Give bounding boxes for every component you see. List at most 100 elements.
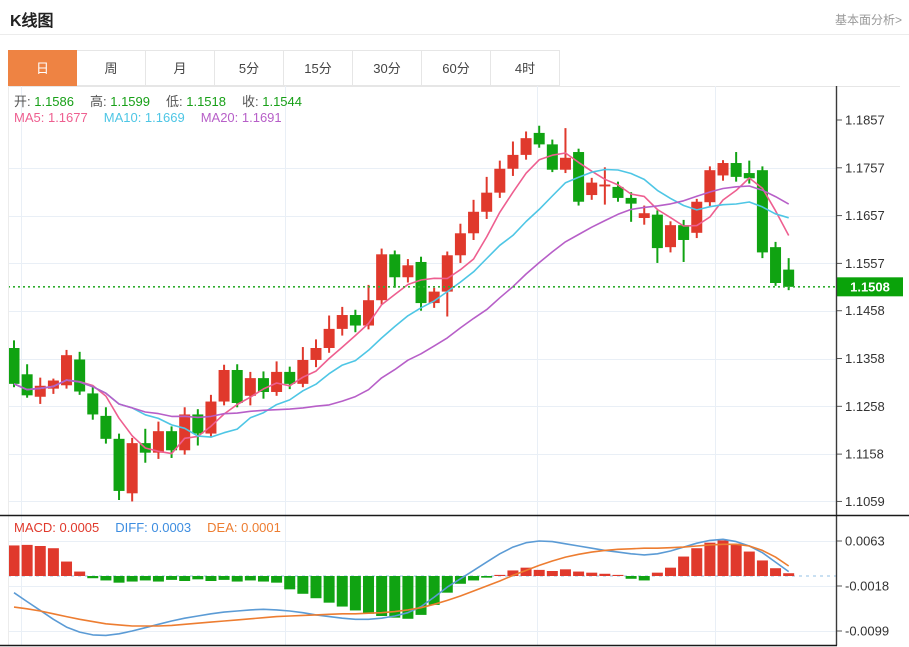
macd-histogram [8,540,795,619]
macd-bar [533,569,545,576]
candle-body [284,371,296,384]
macd-bar [323,576,335,603]
macd-bar [34,545,46,576]
ma10-line [13,168,789,438]
macd-bar [47,548,59,576]
candle-body [34,385,46,397]
fundamental-analysis-link[interactable]: 基本面分析> [834,13,902,27]
page-header: K线图 基本面分析> [0,0,909,35]
candle-body [481,192,493,212]
candle-body [152,431,164,453]
candle-body [546,144,558,170]
macd-bar [691,548,703,576]
candle-body [166,431,178,451]
candle-body [533,132,545,145]
candle-body [770,247,782,283]
macd-bar [21,544,33,576]
candle-body [47,380,59,389]
candle-body [74,359,86,392]
macd-bar [415,576,427,615]
candle-body [363,300,375,326]
price-axis-label: 1.1757 [845,160,885,175]
candle-body [520,138,532,155]
tab-60分[interactable]: 60分 [422,50,491,86]
tab-日[interactable]: 日 [8,50,77,86]
candle-body [179,414,191,451]
candle-body [454,233,466,256]
current-price-value: 1.1508 [850,279,890,294]
tab-15分[interactable]: 15分 [284,50,353,86]
macd-bar [599,573,611,576]
macd-bar [651,572,663,576]
macd-bar [310,576,322,599]
candle-body [717,163,729,176]
macd-bar [494,574,506,576]
price-axis-label: 1.1059 [845,494,885,509]
macd-bar [61,561,73,576]
candle-body [651,214,663,249]
macd-bar [546,570,558,576]
tab-月[interactable]: 月 [146,50,215,86]
price-axis-label: 1.1857 [845,113,885,128]
price-axis-label: 1.1657 [845,208,885,223]
candle-body [586,182,598,196]
macd-bar [625,576,637,579]
macd-bar [507,570,519,576]
candle-body [638,213,650,218]
macd-bar [113,576,125,583]
candle-body [349,315,361,326]
macd-bar [389,576,401,618]
timeframe-tabbar: 日周月 5分 15分 30分 60分 4时 [8,50,900,87]
candle-body [704,170,716,203]
tab-5分[interactable]: 5分 [215,50,284,86]
macd-bar [349,576,361,611]
macd-bar [468,576,480,581]
dea-line [13,543,790,627]
candle-body [87,393,99,415]
macd-bar [756,560,768,576]
macd-bar [166,576,178,580]
page-title: K线图 [10,13,54,30]
macd-bar [481,576,493,578]
candle-body [192,414,204,434]
macd-bar [87,576,99,579]
candle-body [625,197,637,204]
macd-bar [665,567,676,576]
ma5-line [13,152,790,455]
candle-body [205,401,217,434]
current-price-badge: 1.1508 [837,277,903,297]
candle-body [468,211,480,234]
candle-body [691,201,703,233]
macd-bar [336,576,348,607]
tab-4时[interactable]: 4时 [491,50,560,86]
candle-body [743,173,755,179]
candle-body [231,369,243,403]
candle-body [428,291,440,304]
tab-周[interactable]: 周 [77,50,146,86]
macd-bar [100,576,112,581]
candle-body [244,378,256,396]
candle-body [507,154,519,169]
diff-line [13,538,790,637]
macd-bar [376,576,388,617]
macd-bar [271,576,283,583]
macd-bar [730,543,742,576]
macd-bar [139,576,151,581]
price-axis-label: 1.1158 [845,447,884,462]
macd-bar [783,573,795,576]
candle-body [756,170,768,253]
macd-bar [704,542,716,576]
candle-body [441,255,453,292]
tab-30分[interactable]: 30分 [353,50,422,86]
candle-body [376,254,388,301]
price-axis-label: 1.1557 [845,256,885,271]
chart-frame [0,86,909,647]
candle-body [730,163,742,177]
candle-body [415,261,427,304]
candle-body [599,184,611,187]
macd-bar [454,576,466,584]
macd-axis-label: 0.0063 [845,533,885,548]
macd-bar [612,574,624,576]
macd-bar [205,576,217,582]
